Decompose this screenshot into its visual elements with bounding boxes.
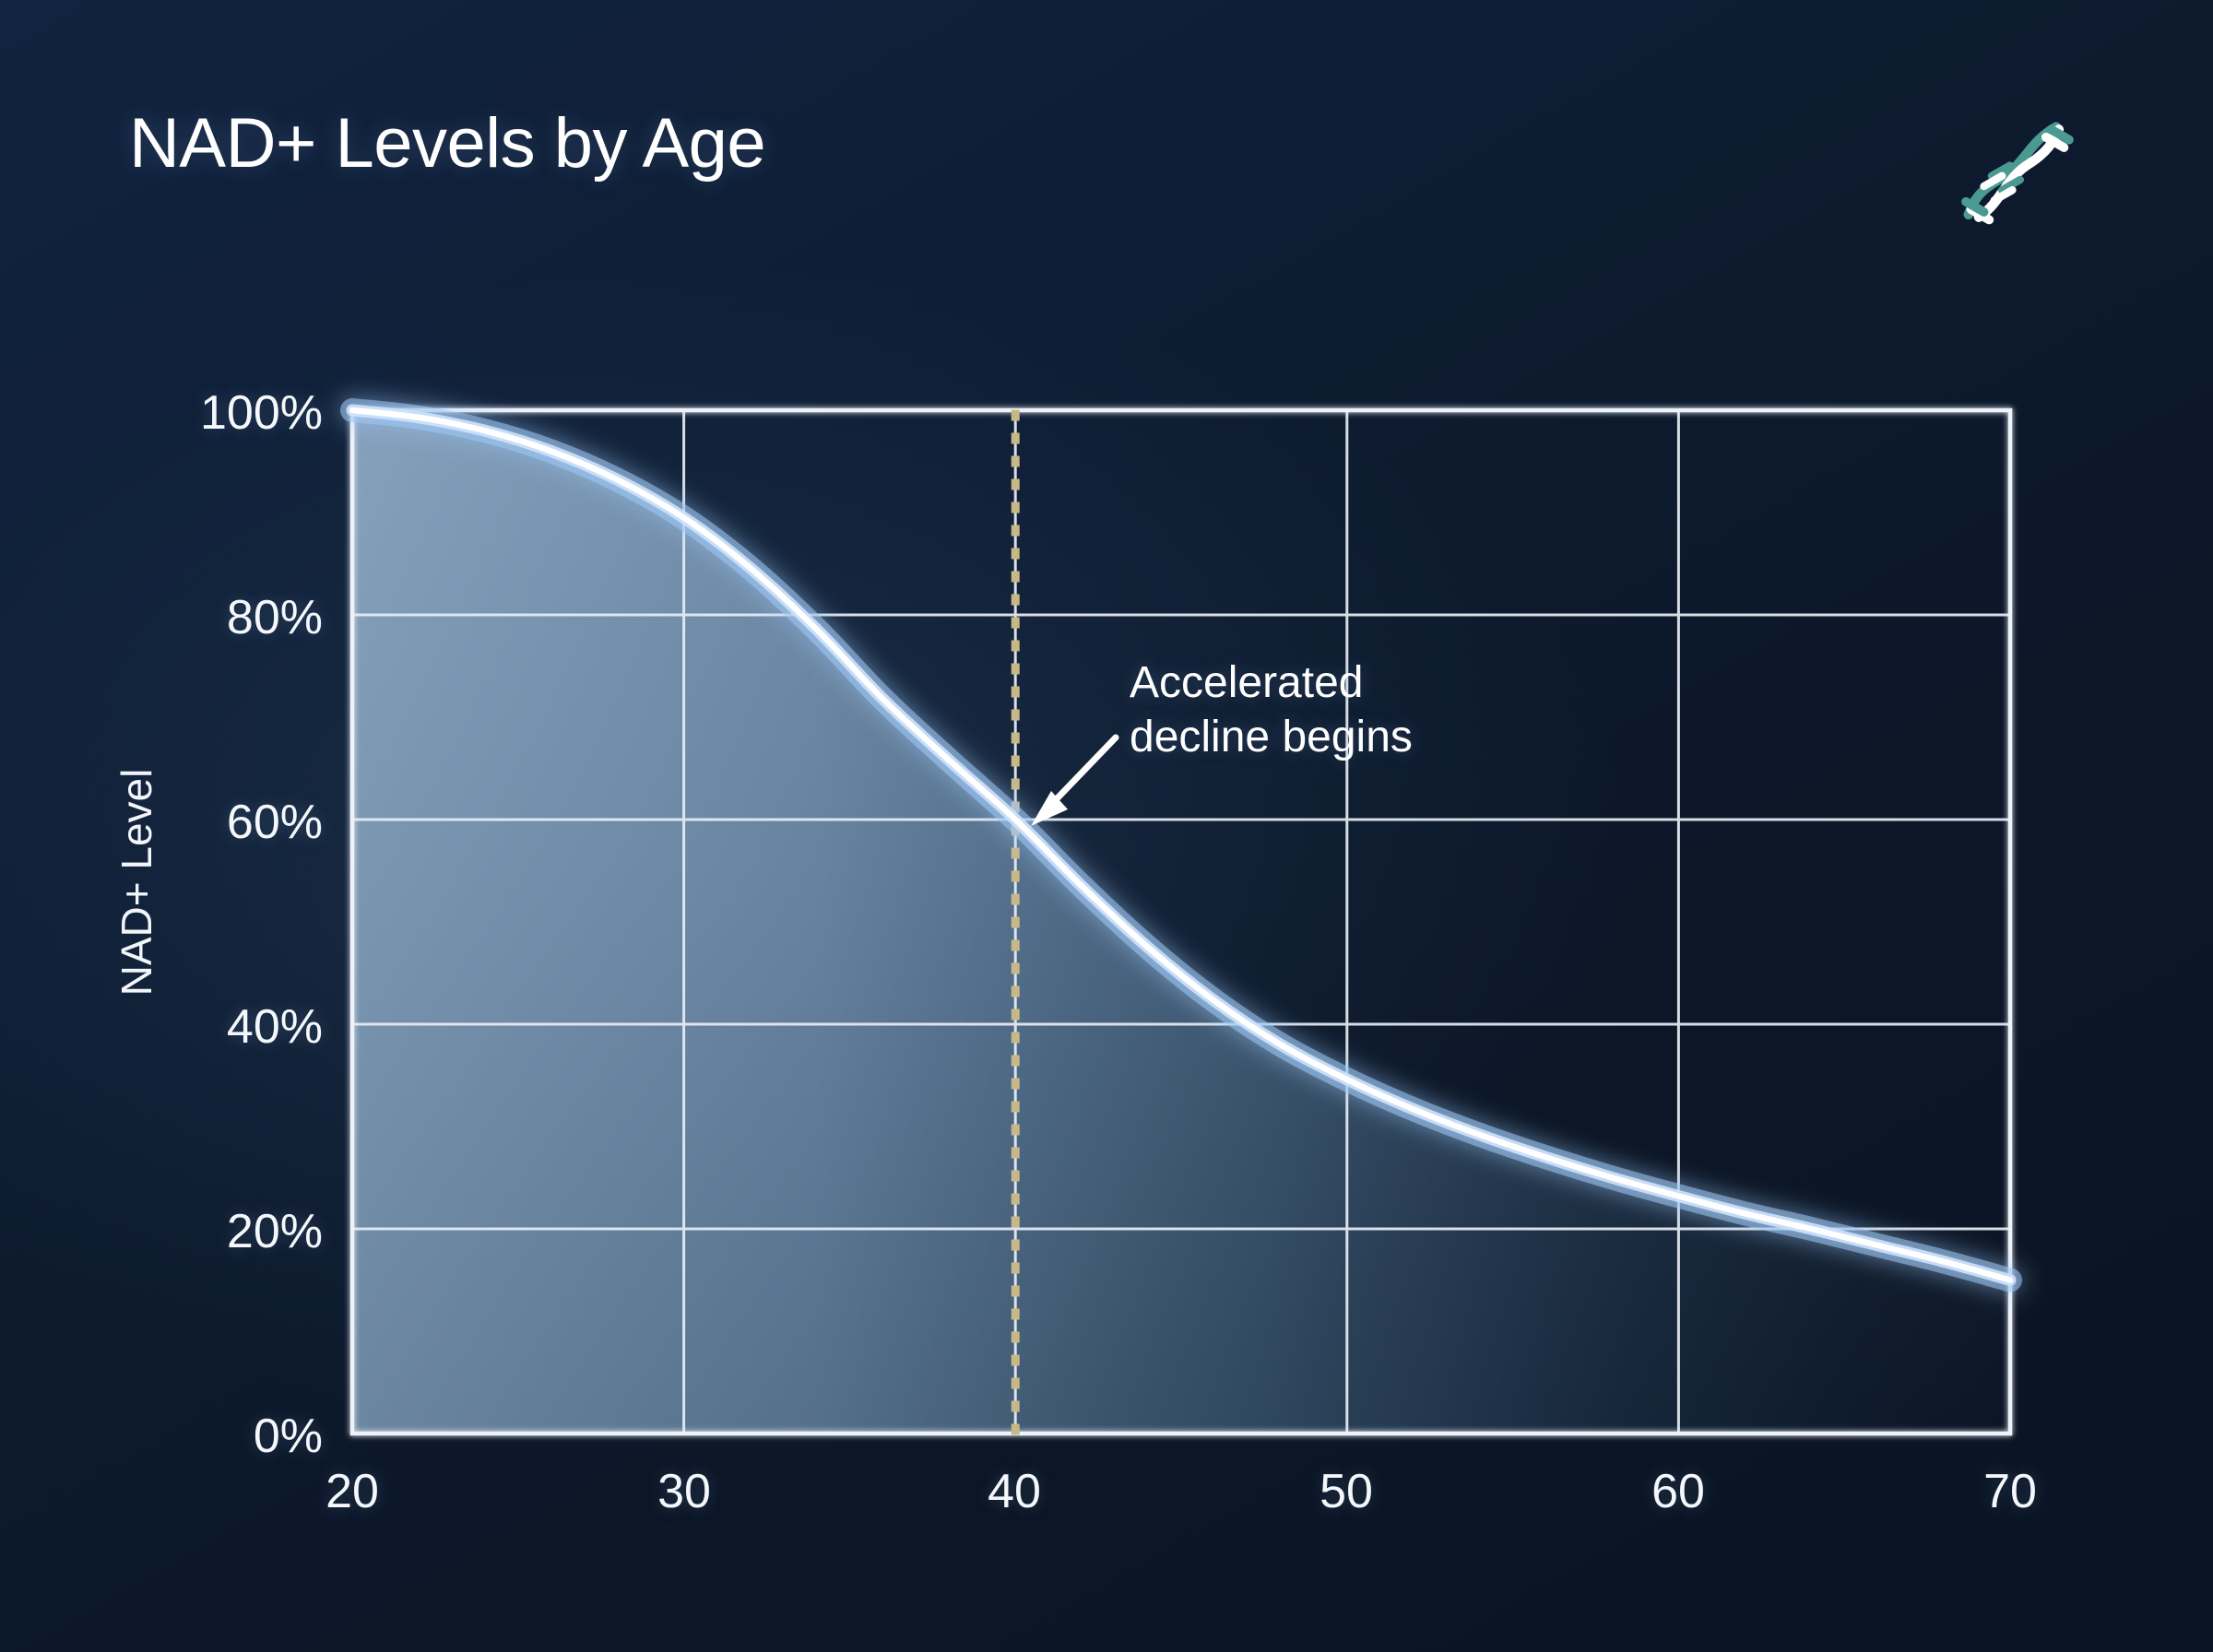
ytick-label-40: 40% [226, 1000, 323, 1054]
ytick-label-0: 0% [253, 1410, 323, 1463]
axis-frame [349, 407, 2013, 1436]
xtick-label-60: 60 [1651, 1465, 1705, 1518]
y-axis-title: NAD+ Level [112, 768, 160, 997]
xtick-label-40: 40 [988, 1465, 1041, 1518]
ytick-label-60: 60% [226, 796, 323, 849]
annotation-arrow [1031, 734, 1119, 826]
xtick-label-70: 70 [1983, 1465, 2037, 1518]
ytick-label-100: 100% [200, 386, 323, 440]
ytick-label-80: 80% [226, 591, 323, 644]
xtick-label-30: 30 [657, 1465, 711, 1518]
annotation-label: Accelerated decline begins [1130, 656, 1413, 764]
xtick-label-50: 50 [1320, 1465, 1373, 1518]
dna-helix-icon [1953, 109, 2082, 238]
annotation-line-2: decline begins [1130, 712, 1413, 761]
annotation-line-1: Accelerated [1130, 658, 1364, 707]
xtick-label-20: 20 [325, 1465, 379, 1518]
page-title: NAD+ Levels by Age [129, 104, 766, 183]
area-fill [352, 410, 2010, 1434]
ytick-label-20: 20% [226, 1205, 323, 1258]
data-curve [340, 398, 2022, 1292]
